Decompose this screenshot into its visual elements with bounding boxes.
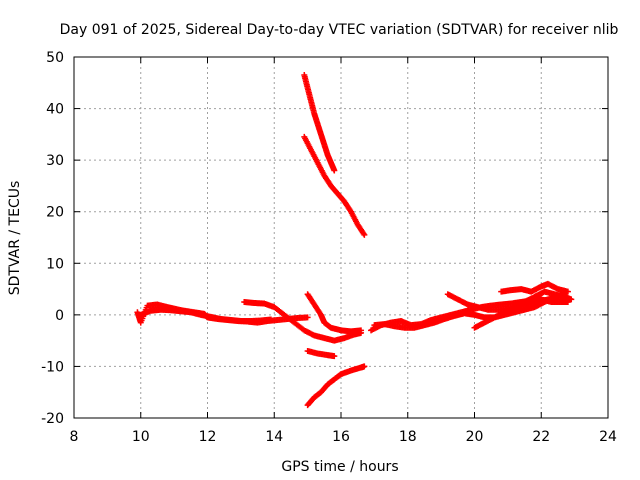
x-tick-label: 14 xyxy=(265,429,283,445)
x-tick-label: 24 xyxy=(599,429,617,445)
x-tick-label: 10 xyxy=(132,429,150,445)
data-series xyxy=(134,72,575,409)
axis-ticks: 8 10 12 14 16 18 20 22 24 -20 -10 0 10 20 30 40 50 xyxy=(41,50,617,445)
x-tick-label: 18 xyxy=(399,429,417,445)
data-point xyxy=(331,167,338,174)
x-tick-label: 20 xyxy=(466,429,484,445)
y-tick-label: 40 xyxy=(46,102,64,118)
series-track-k xyxy=(444,291,511,313)
series-track-n xyxy=(504,293,571,313)
y-tick-label: -20 xyxy=(41,411,64,427)
series-track-g xyxy=(304,347,338,360)
y-tick-label: 50 xyxy=(46,50,64,66)
series-track-m xyxy=(498,280,571,295)
data-point xyxy=(564,296,571,303)
x-tick-label: 16 xyxy=(332,429,350,445)
data-point xyxy=(564,288,571,295)
data-point xyxy=(304,314,311,321)
y-tick-label: -10 xyxy=(41,359,64,375)
series-track-e xyxy=(301,72,338,174)
y-tick-label: 10 xyxy=(46,256,64,272)
chart-title: Day 091 of 2025, Sidereal Day-to-day VTE… xyxy=(60,22,619,38)
series-track-d xyxy=(304,291,365,335)
x-tick-label: 8 xyxy=(70,429,79,445)
grid xyxy=(74,57,608,418)
y-tick-label: 20 xyxy=(46,205,64,221)
series-track-b xyxy=(137,306,274,325)
data-point xyxy=(361,363,368,370)
x-tick-label: 12 xyxy=(199,429,217,445)
data-point xyxy=(267,316,274,323)
data-point xyxy=(358,327,365,334)
x-axis-label: GPS time / hours xyxy=(281,459,398,475)
y-axis-label: SDTVAR / TECUs xyxy=(7,181,23,296)
data-point xyxy=(361,231,368,238)
x-tick-label: 22 xyxy=(532,429,550,445)
y-tick-label: 30 xyxy=(46,153,64,169)
series-track-h xyxy=(304,363,368,409)
y-tick-label: 0 xyxy=(55,308,64,324)
series-track-f xyxy=(301,133,368,238)
data-point xyxy=(331,353,338,360)
